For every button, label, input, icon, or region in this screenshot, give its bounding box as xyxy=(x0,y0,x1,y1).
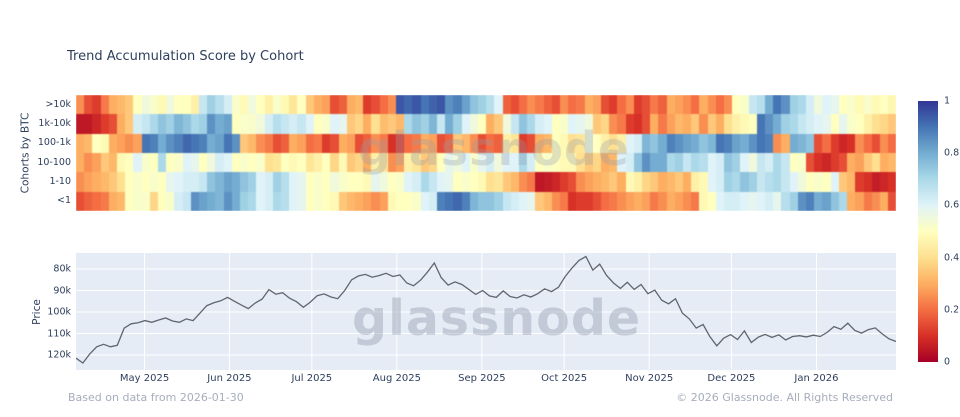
price-y-tick-label: 100k xyxy=(47,306,71,318)
price-x-tick-label: Jul 2025 xyxy=(291,373,333,384)
price-x-tick-label: Aug 2025 xyxy=(372,373,421,384)
price-x-tick-label: Sep 2025 xyxy=(458,373,506,384)
price-x-tick-label: May 2025 xyxy=(119,373,170,384)
copyright-note: © 2026 Glassnode. All Rights Reserved xyxy=(676,391,893,404)
heatmap-row-label: <1 xyxy=(56,195,71,207)
price-y-tick-label: 110k xyxy=(47,328,71,339)
colorbar-tick-label: 0.6 xyxy=(944,199,960,211)
heatmap-plot[interactable] xyxy=(76,95,896,211)
heatmap-row->10k xyxy=(76,95,896,115)
heatmap-y-axis-title: Cohorts by BTC xyxy=(19,112,32,194)
heatmap-row-1k-10k xyxy=(76,114,896,134)
price-plot[interactable] xyxy=(76,253,896,370)
heatmap-row-label: >10k xyxy=(45,98,71,110)
colorbar-tick-label: 0 xyxy=(944,356,951,368)
price-line-chart xyxy=(76,253,896,370)
price-x-tick-label: Dec 2025 xyxy=(707,373,756,384)
price-x-tick-label: Nov 2025 xyxy=(625,373,674,384)
colorbar-tick-label: 0.8 xyxy=(944,147,960,159)
heatmap-row-label: 100-1k xyxy=(37,137,71,149)
heatmap-row-<1 xyxy=(76,191,896,211)
heatmap-row-label: 10-100 xyxy=(37,156,71,168)
heatmap-grid xyxy=(76,95,896,211)
price-x-tick-label: Oct 2025 xyxy=(541,373,588,384)
heatmap-row-1-10 xyxy=(76,172,896,192)
price-x-tick-label: Jun 2025 xyxy=(207,373,252,384)
heatmap-row-10-100 xyxy=(76,152,896,173)
price-series-line xyxy=(76,255,896,364)
page-title: Trend Accumulation Score by Cohort xyxy=(67,49,304,64)
price-y-tick-label: 90k xyxy=(53,285,71,296)
colorbar-tick-label: 1 xyxy=(944,95,951,107)
data-source-note: Based on data from 2026-01-30 xyxy=(68,391,244,404)
heatmap-row-label: 1-10 xyxy=(49,176,71,187)
colorbar-tick-label: 0.2 xyxy=(944,304,960,316)
price-y-tick-label: 80k xyxy=(53,263,71,275)
colorbar xyxy=(918,101,938,362)
price-y-tick-label: 120k xyxy=(47,349,71,361)
colorbar-tick-label: 0.4 xyxy=(944,252,960,264)
heatmap-row-100-1k xyxy=(76,133,896,153)
price-x-tick-label: Jan 2026 xyxy=(794,373,839,384)
heatmap-row-label: 1k-10k xyxy=(38,118,71,129)
